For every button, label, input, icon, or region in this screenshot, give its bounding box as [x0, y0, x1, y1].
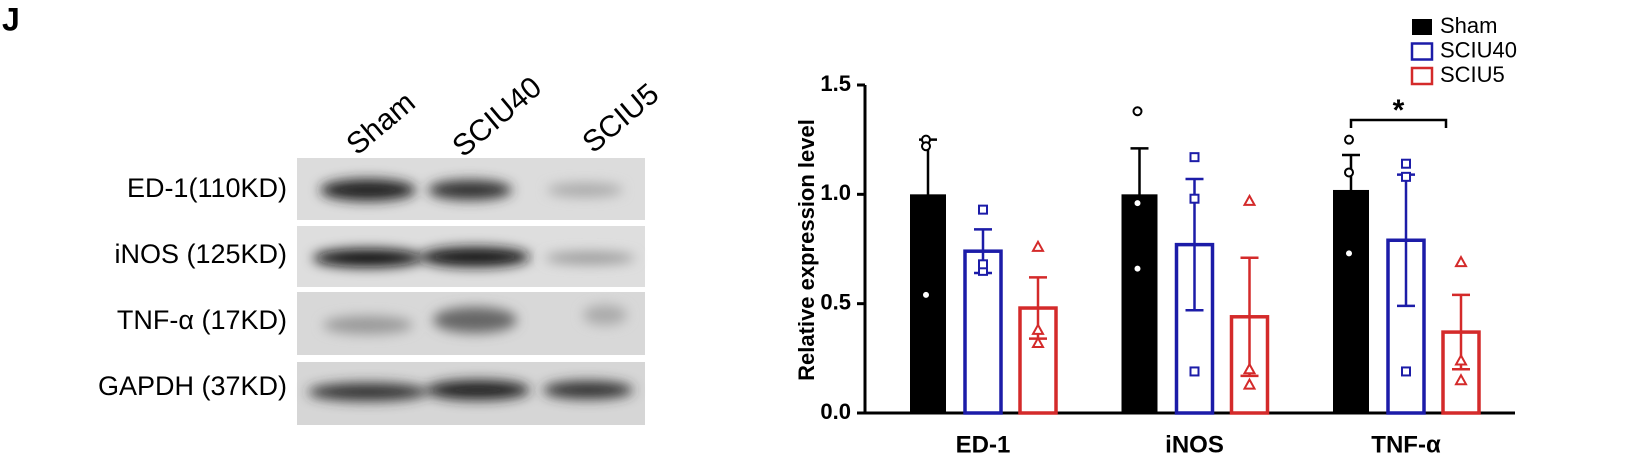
- data-point: [1132, 106, 1143, 117]
- data-point: [1031, 335, 1045, 349]
- data-point: [1401, 366, 1411, 377]
- lane-label: Sham: [340, 86, 421, 162]
- legend-label: SCIU5: [1440, 62, 1505, 87]
- y-tick-label: 1.0: [820, 180, 851, 205]
- x-tick-label: TNF-α: [1371, 431, 1441, 458]
- lane-label: SCIU40: [446, 71, 548, 164]
- panel-label: J: [2, 1, 20, 37]
- significance-label: *: [1393, 94, 1405, 127]
- lane-label: SCIU5: [576, 77, 665, 159]
- data-point: [1132, 198, 1143, 209]
- data-point: [1344, 167, 1354, 178]
- row-label: GAPDH (37KD): [98, 371, 287, 401]
- x-tick-label: iNOS: [1165, 431, 1224, 458]
- error-bar: [1240, 256, 1259, 378]
- data-point: [1031, 322, 1045, 335]
- y-tick-label: 1.5: [820, 71, 851, 96]
- legend-swatch: [1410, 42, 1434, 61]
- data-point: [978, 259, 988, 270]
- data-point: [1189, 152, 1200, 163]
- error-bar: [1342, 153, 1360, 227]
- data-point: [1242, 377, 1257, 390]
- data-point: [1189, 193, 1200, 204]
- row-label: ED-1(110KD): [127, 173, 287, 203]
- data-point: [1454, 353, 1468, 366]
- y-tick-label: 0.0: [820, 399, 851, 424]
- error-bar: [1130, 147, 1149, 242]
- y-tick-label: 0.5: [820, 289, 851, 314]
- significance-bracket: [1349, 118, 1448, 128]
- x-tick-label: ED-1: [956, 431, 1011, 458]
- legend-label: SCIU40: [1440, 37, 1517, 62]
- data-point: [921, 289, 931, 300]
- legend-swatch: [1412, 19, 1432, 35]
- data-point: [1454, 373, 1468, 386]
- data-point: [1189, 366, 1200, 377]
- row-label: iNOS (125KD): [114, 239, 287, 269]
- data-point: [1344, 248, 1354, 259]
- row-label: TNF-α (17KD): [117, 305, 287, 335]
- data-point: [921, 141, 931, 152]
- data-point: [1242, 193, 1257, 206]
- blot-image: [297, 158, 645, 425]
- data-point: [1242, 362, 1257, 375]
- data-point: [1454, 255, 1468, 268]
- data-point: [1401, 171, 1411, 182]
- data-point: [978, 204, 988, 215]
- legend-swatch: [1410, 66, 1434, 86]
- data-point: [1031, 239, 1045, 252]
- y-axis-label: Relative expression level: [794, 119, 819, 381]
- data-point: [1132, 263, 1143, 274]
- legend-label: Sham: [1440, 13, 1497, 38]
- bar: [1333, 189, 1369, 413]
- data-point: [1401, 158, 1411, 169]
- data-point: [1344, 134, 1354, 145]
